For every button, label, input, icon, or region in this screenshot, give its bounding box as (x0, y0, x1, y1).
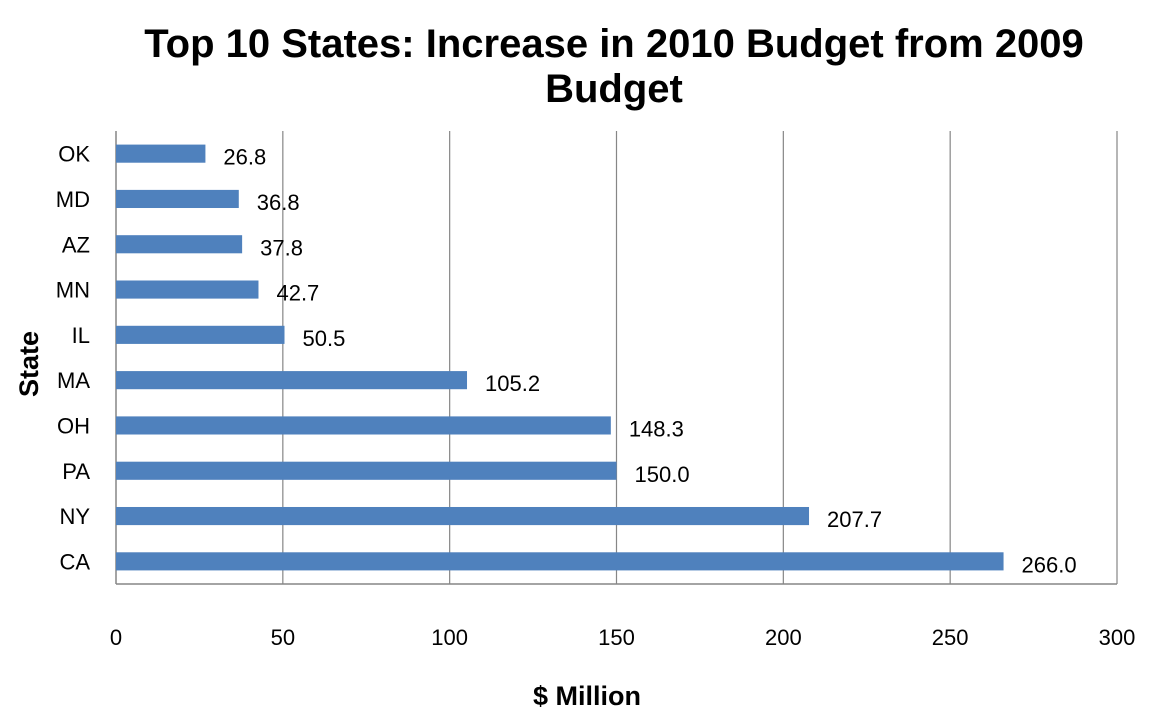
data-label: 37.8 (260, 235, 303, 260)
data-label: 50.5 (303, 326, 346, 351)
x-tick-label: 0 (110, 625, 122, 650)
data-label: 266.0 (1022, 552, 1077, 577)
bar (116, 371, 468, 390)
bar (116, 461, 617, 480)
bar (116, 416, 611, 435)
x-tick-label: 250 (932, 625, 969, 650)
y-tick-label: MN (56, 278, 90, 303)
y-tick-label: PA (62, 459, 90, 484)
plot-area: 0 50 100 150 200 250 300 OK 26.8 MD 36.8 AZ 37.8 MN 42… (56, 131, 1136, 650)
bar (116, 506, 810, 526)
y-axis-title: State (14, 331, 44, 397)
y-tick-label: MD (56, 187, 90, 212)
x-axis-title: $ Million (533, 681, 641, 711)
y-tick-label: CA (59, 549, 90, 574)
x-tick-label: 100 (431, 625, 468, 650)
chart-title-line-2: Budget (545, 67, 683, 111)
bar (116, 235, 243, 254)
data-label: 42.7 (276, 281, 319, 306)
y-tick-label: NY (59, 504, 90, 529)
chart-title-line-1: Top 10 States: Increase in 2010 Budget f… (144, 22, 1084, 66)
data-label: 105.2 (485, 371, 540, 396)
x-tick-label: 200 (765, 625, 802, 650)
bar (116, 552, 1004, 571)
bar (116, 189, 239, 209)
y-tick-label: IL (72, 323, 90, 348)
data-label: 36.8 (257, 190, 300, 215)
bar (116, 144, 206, 163)
data-label: 150.0 (635, 462, 690, 487)
bar (116, 280, 259, 299)
y-tick-label: OH (57, 413, 90, 438)
data-label: 207.7 (827, 507, 882, 532)
x-tick-label: 150 (598, 625, 635, 650)
x-tick-label: 300 (1099, 625, 1136, 650)
data-label: 26.8 (223, 145, 266, 170)
y-tick-label: AZ (62, 232, 90, 257)
y-tick-label: MA (57, 368, 90, 393)
bar (116, 325, 285, 344)
y-tick-label: OK (58, 142, 90, 167)
data-label: 148.3 (629, 416, 684, 441)
x-tick-label: 50 (271, 625, 295, 650)
